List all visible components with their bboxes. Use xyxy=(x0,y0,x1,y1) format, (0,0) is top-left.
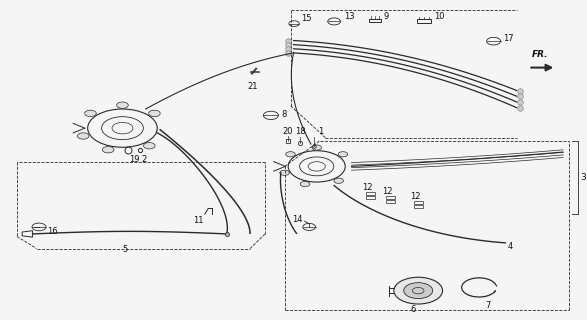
Circle shape xyxy=(286,152,295,157)
Bar xyxy=(414,204,423,208)
Circle shape xyxy=(280,170,289,175)
Bar xyxy=(386,196,395,199)
Bar xyxy=(366,196,375,199)
Text: 14: 14 xyxy=(292,215,302,224)
Text: 16: 16 xyxy=(47,227,58,236)
Circle shape xyxy=(334,178,343,183)
Circle shape xyxy=(394,277,443,304)
Text: 6: 6 xyxy=(411,305,416,314)
Text: 10: 10 xyxy=(434,12,445,21)
Text: 20: 20 xyxy=(282,127,292,136)
Text: 9: 9 xyxy=(383,12,389,21)
Text: 19: 19 xyxy=(129,155,139,164)
Text: 15: 15 xyxy=(301,14,312,23)
Text: 7: 7 xyxy=(485,301,491,310)
Text: FR.: FR. xyxy=(532,50,548,59)
Text: 18: 18 xyxy=(295,127,305,136)
Text: 3: 3 xyxy=(581,173,586,182)
Bar xyxy=(386,200,395,203)
Text: 17: 17 xyxy=(503,35,514,44)
Text: 5: 5 xyxy=(123,245,128,254)
Circle shape xyxy=(77,133,89,139)
Text: 8: 8 xyxy=(281,110,286,119)
Text: 13: 13 xyxy=(344,12,355,21)
Text: 12: 12 xyxy=(382,187,393,196)
Circle shape xyxy=(85,110,96,116)
Circle shape xyxy=(301,181,310,187)
Circle shape xyxy=(312,145,322,150)
Circle shape xyxy=(117,102,129,108)
Text: 12: 12 xyxy=(410,192,420,201)
Text: 2: 2 xyxy=(141,155,146,164)
Bar xyxy=(369,19,380,22)
Bar xyxy=(366,192,375,195)
Circle shape xyxy=(143,142,155,149)
Text: 21: 21 xyxy=(247,82,258,91)
Circle shape xyxy=(149,110,160,116)
Circle shape xyxy=(338,152,348,157)
Circle shape xyxy=(404,283,433,299)
Circle shape xyxy=(102,147,114,153)
Text: 1: 1 xyxy=(318,127,323,136)
Bar xyxy=(417,19,431,23)
Text: 4: 4 xyxy=(508,242,513,251)
Bar xyxy=(414,201,423,204)
Text: 11: 11 xyxy=(193,216,204,225)
Text: 12: 12 xyxy=(363,183,373,192)
